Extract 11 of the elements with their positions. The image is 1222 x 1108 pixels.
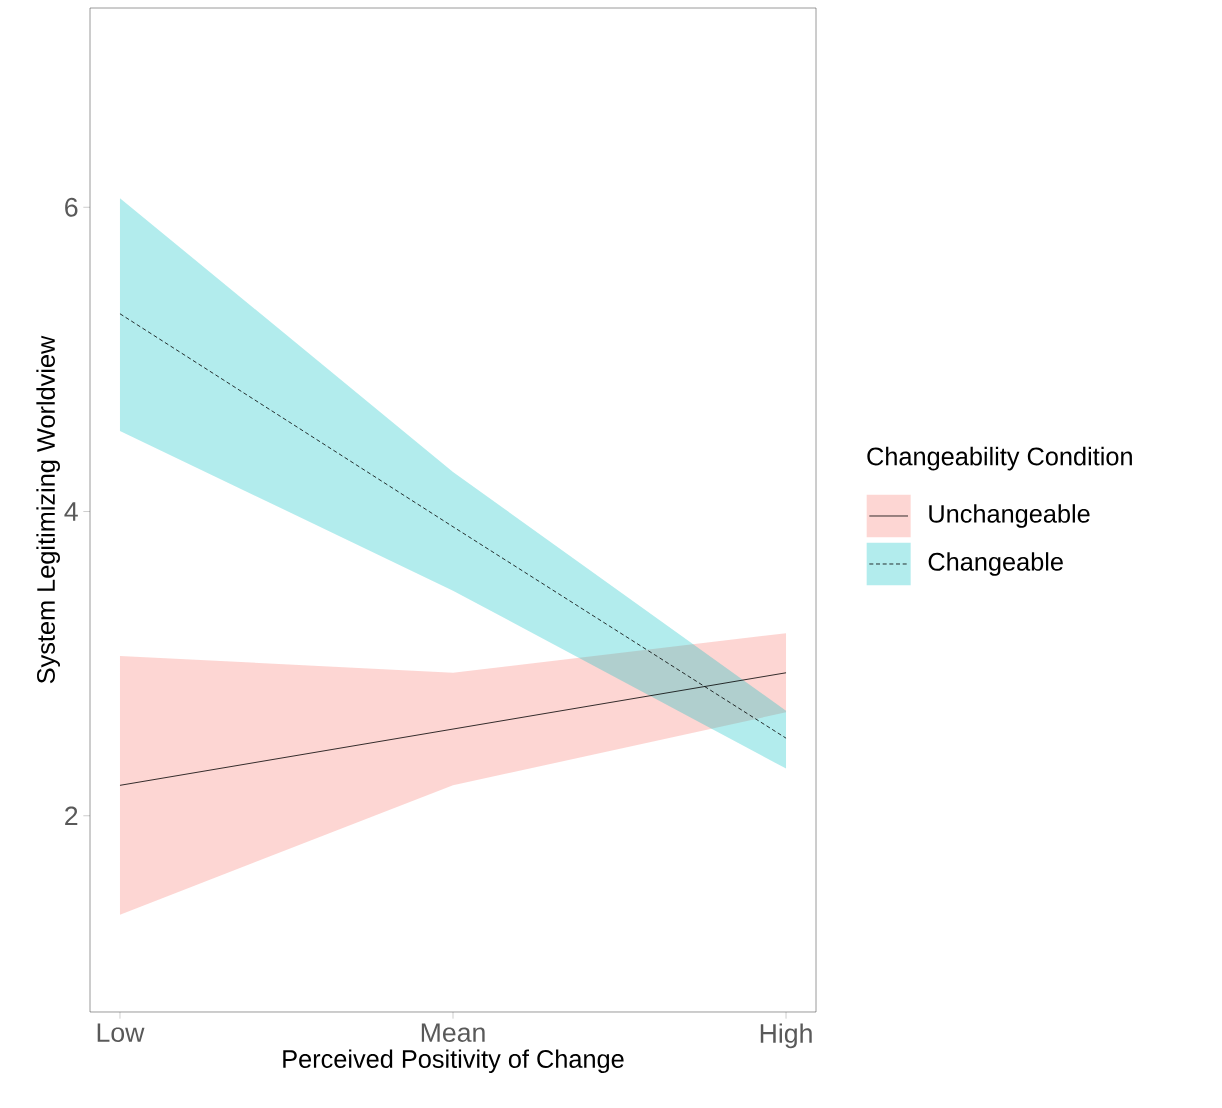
y-axis-title: System Legitimizing Worldview bbox=[36, 335, 60, 684]
x-axis-title: Perceived Positivity of Change bbox=[283, 1049, 624, 1073]
y-tick-label: 6 bbox=[65, 197, 78, 217]
y-tick-label: 2 bbox=[65, 806, 78, 826]
y-tick-label: 4 bbox=[64, 502, 78, 521]
legend-title: Changeability Condition bbox=[867, 446, 1132, 471]
x-tick-label: High bbox=[760, 1023, 812, 1049]
x-tick-label: Low bbox=[97, 1023, 145, 1042]
legend-label: Changeable bbox=[928, 552, 1063, 576]
legend-label: Unchangeable bbox=[929, 504, 1090, 528]
x-tick-label: Mean bbox=[421, 1023, 485, 1042]
